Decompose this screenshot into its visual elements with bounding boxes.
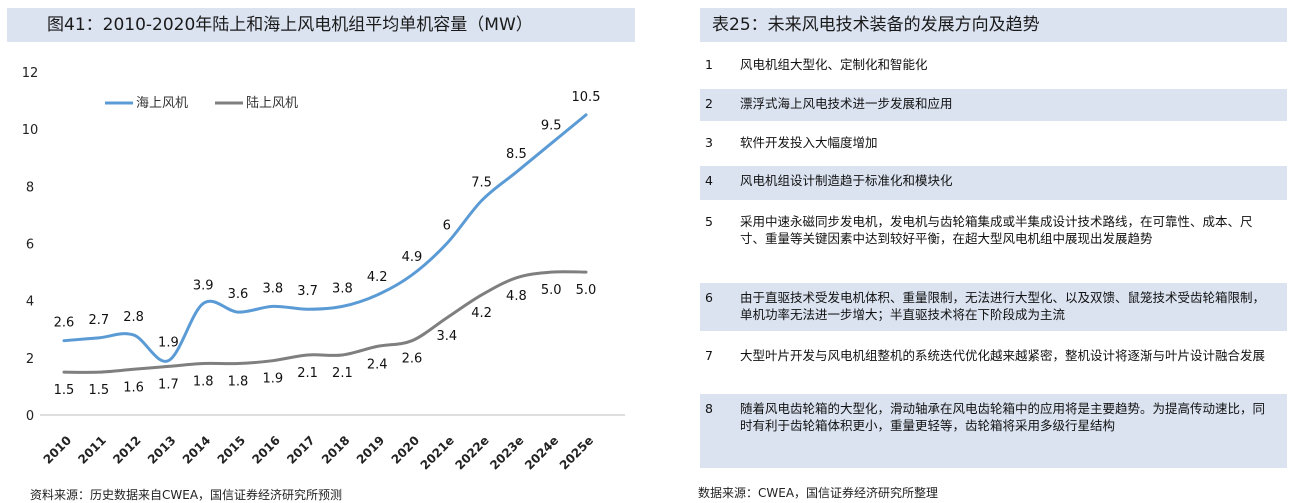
data-label: 7.5 xyxy=(471,176,492,191)
y-tick-label: 4 xyxy=(26,295,34,310)
y-tick-label: 6 xyxy=(26,238,34,253)
data-label: 9.5 xyxy=(541,118,562,133)
x-tick-label: 2018 xyxy=(319,433,353,467)
data-label: 1.6 xyxy=(123,380,144,395)
x-tick-label: 2020 xyxy=(389,433,423,467)
data-label: 1.5 xyxy=(88,383,109,398)
x-tick-label: 2014 xyxy=(180,433,214,467)
data-label: 1.8 xyxy=(193,375,214,390)
x-tick-label: 2025e xyxy=(557,433,596,472)
data-label: 2.8 xyxy=(123,310,144,325)
data-label: 4.2 xyxy=(471,306,492,321)
trend-row-text: 随着风电齿轮箱的大型化，滑动轴承在风电齿轮箱中的应用将是主要趋势。为提高传动速比… xyxy=(740,401,1266,433)
x-tick-label: 2024e xyxy=(522,433,561,472)
data-label: 6 xyxy=(443,219,451,234)
trend-row-number: 8 xyxy=(705,401,713,416)
data-label: 1.9 xyxy=(158,336,179,351)
data-label: 2.4 xyxy=(367,357,388,372)
x-tick-label: 2019 xyxy=(354,433,388,467)
data-label: 1.7 xyxy=(158,377,179,392)
data-label: 3.6 xyxy=(228,287,249,302)
data-label: 2.6 xyxy=(402,352,423,367)
data-label: 3.7 xyxy=(297,284,318,299)
x-tick-label: 2015 xyxy=(215,433,249,467)
data-label: 2.7 xyxy=(88,313,109,328)
trend-row: 3 软件开发投入大幅度增加 xyxy=(700,128,1287,156)
data-label: 5.0 xyxy=(576,283,597,298)
data-label: 4.8 xyxy=(506,289,527,304)
data-label: 3.9 xyxy=(193,279,214,294)
x-tick-label: 2010 xyxy=(41,433,75,467)
trend-row-text: 由于直驱技术受发电机体积、重量限制，无法进行大型化、以及双馈、鼠笼技术受齿轮箱限… xyxy=(740,290,1266,322)
trend-row-number: 1 xyxy=(705,57,713,72)
y-tick-label: 10 xyxy=(22,123,39,138)
legend-label: 海上风机 xyxy=(136,96,188,111)
trend-row: 1 风电机组大型化、定制化和智能化 xyxy=(700,50,1287,78)
data-label: 4.9 xyxy=(402,250,423,265)
data-label: 8.5 xyxy=(506,147,527,162)
data-label: 1.8 xyxy=(228,375,249,390)
x-tick-label: 2021e xyxy=(418,433,457,472)
data-label: 1.9 xyxy=(262,372,283,387)
right-panel-source: 数据来源：CWEA，国信证券经济研究所整理 xyxy=(698,486,939,500)
trend-row: 5 采用中速永磁同步发电机，发电机与齿轮箱集成或半集成设计技术路线，在可靠性、成本… xyxy=(700,207,1287,273)
x-tick-label: 2023e xyxy=(487,433,526,472)
trend-row-text: 漂浮式海上风电技术进一步发展和应用 xyxy=(740,96,953,111)
trend-row-number: 7 xyxy=(705,348,713,363)
x-tick-label: 2022e xyxy=(452,433,491,472)
data-label: 2.6 xyxy=(54,316,75,331)
trend-row-number: 4 xyxy=(705,173,713,188)
trend-row: 6 由于直驱技术受发电机体积、重量限制，无法进行大型化、以及双馈、鼠笼技术受齿轮箱… xyxy=(700,283,1287,331)
trend-row-text: 软件开发投入大幅度增加 xyxy=(740,135,878,150)
data-label: 10.5 xyxy=(572,90,601,105)
trend-row: 7 大型叶片开发与风电机组整机的系统迭代优化越来越紧密，整机设计将逐渐与叶片设计融… xyxy=(700,341,1287,386)
data-label: 4.2 xyxy=(367,270,388,285)
y-tick-label: 12 xyxy=(22,66,39,81)
data-label: 2.1 xyxy=(297,366,318,381)
right-panel-title: 表25：未来风电技术装备的发展方向及趋势 xyxy=(700,8,1287,42)
trend-row-text: 采用中速永磁同步发电机，发电机与齿轮箱集成或半集成设计技术路线，在可靠性、成本、… xyxy=(740,214,1253,246)
x-tick-label: 2011 xyxy=(75,433,109,467)
data-label: 3.8 xyxy=(332,281,353,296)
data-label: 5.0 xyxy=(541,283,562,298)
trend-row-text: 大型叶片开发与风电机组整机的系统迭代优化越来越紧密，整机设计将逐渐与叶片设计融合… xyxy=(740,348,1266,363)
onshore-series-line xyxy=(62,270,588,374)
trend-row-number: 5 xyxy=(705,214,713,229)
trend-row: 4 风电机组设计制造趋于标准化和模块化 xyxy=(700,166,1287,200)
trend-row-number: 6 xyxy=(705,290,713,305)
trend-row-text: 风电机组大型化、定制化和智能化 xyxy=(740,57,928,72)
x-tick-label: 2013 xyxy=(145,433,179,467)
trend-row: 2 漂浮式海上风电技术进一步发展和应用 xyxy=(700,89,1287,121)
trend-row-text: 风电机组设计制造趋于标准化和模块化 xyxy=(740,173,953,188)
trend-row-number: 3 xyxy=(705,135,713,150)
trend-row: 8 随着风电齿轮箱的大型化，滑动轴承在风电齿轮箱中的应用将是主要趋势。为提高传动速… xyxy=(700,394,1287,468)
data-label: 3.8 xyxy=(262,281,283,296)
x-tick-label: 2017 xyxy=(284,433,318,467)
y-tick-label: 0 xyxy=(26,409,34,424)
y-tick-label: 8 xyxy=(26,180,34,195)
x-tick-label: 2016 xyxy=(249,433,283,467)
data-label: 2.1 xyxy=(332,366,353,381)
trend-row-number: 2 xyxy=(705,96,713,111)
y-tick-label: 2 xyxy=(26,352,34,367)
data-label: 3.4 xyxy=(436,329,457,344)
left-panel-source: 资料来源：历史数据来自CWEA，国信证券经济研究所预测 xyxy=(30,488,343,502)
legend-label: 陆上风机 xyxy=(246,95,298,111)
offshore-series-line xyxy=(62,113,588,363)
left-panel-title: 图41：2010-2020年陆上和海上风电机组平均单机容量（MW） xyxy=(7,8,635,42)
data-label: 1.5 xyxy=(54,383,75,398)
x-tick-label: 2012 xyxy=(110,433,144,467)
